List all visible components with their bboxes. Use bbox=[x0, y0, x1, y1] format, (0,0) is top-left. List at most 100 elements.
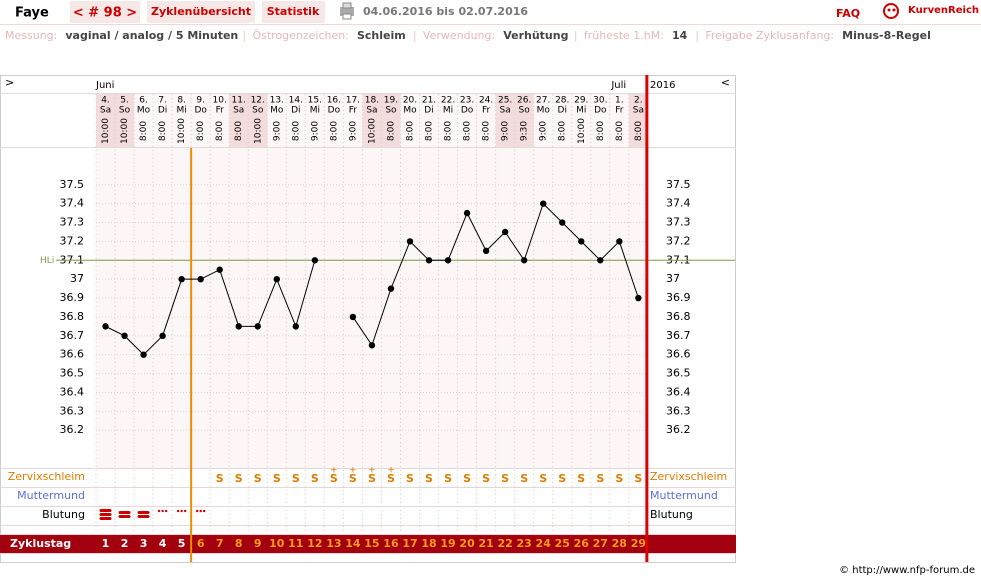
bleeding-icon bbox=[99, 517, 112, 520]
date-label: 2. bbox=[634, 96, 643, 106]
mucus-mark: S bbox=[577, 472, 585, 485]
date-label: 20. bbox=[403, 96, 417, 106]
temperature-point bbox=[368, 342, 376, 349]
cycle-day: 25 bbox=[555, 537, 570, 550]
y-tick-label: 36.5 bbox=[666, 367, 691, 380]
info-value: Minus-8-Regel bbox=[842, 29, 931, 42]
date-label: 29. bbox=[574, 96, 588, 106]
date-label: 26. bbox=[517, 96, 531, 106]
temperature-point bbox=[159, 332, 166, 340]
date-label: 17. bbox=[346, 96, 360, 106]
cycle-day: 9 bbox=[254, 537, 262, 550]
weekend-header bbox=[115, 94, 135, 147]
tab-label[interactable]: Zyklenübersicht bbox=[151, 5, 251, 18]
bleeding-dot bbox=[180, 509, 183, 513]
weekday-label: So bbox=[252, 106, 264, 116]
weekday-label: Mo bbox=[403, 106, 417, 116]
brand-icon bbox=[883, 3, 899, 19]
date-label: 6. bbox=[139, 96, 148, 106]
nav-right[interactable]: < bbox=[721, 76, 730, 89]
y-tick-label: 37 bbox=[70, 272, 84, 285]
weekday-label: Mo bbox=[270, 106, 284, 116]
time-label: 8:00 bbox=[596, 121, 606, 141]
mucus-mark: S bbox=[425, 472, 433, 485]
y-tick-label: 37 bbox=[666, 272, 680, 285]
tab-label[interactable]: Statistik bbox=[267, 5, 320, 18]
cycle-day: 2 bbox=[121, 537, 129, 550]
temperature-point bbox=[387, 285, 395, 292]
row-label: Blutung bbox=[650, 508, 693, 521]
weekday-label: Fr bbox=[349, 106, 358, 116]
time-label: 8:00 bbox=[463, 121, 473, 141]
weekday-label: Fr bbox=[482, 106, 491, 116]
time-label: 8:00 bbox=[196, 121, 206, 141]
mucus-mark: S bbox=[615, 472, 623, 485]
chart: > <Juni Juli 20164.Sa10:005.So10:006.Mo8:00… bbox=[0, 75, 736, 563]
brand[interactable]: KurvenReich bbox=[908, 5, 979, 16]
temperature-line bbox=[105, 260, 316, 356]
separator: | bbox=[242, 29, 246, 42]
time-label: 8:00 bbox=[158, 121, 168, 141]
bleeding-icon bbox=[99, 509, 112, 512]
time-label: 10:00 bbox=[101, 118, 111, 144]
bleeding-icon bbox=[99, 513, 112, 516]
temperature-point bbox=[597, 257, 604, 264]
mucus-mark: S bbox=[216, 472, 224, 485]
mucus-mark: S bbox=[235, 472, 243, 485]
mucus-mark: S bbox=[273, 472, 281, 485]
cycle-day: 21 bbox=[478, 537, 493, 550]
cycle-day: 27 bbox=[593, 537, 608, 550]
y-tick-label: 36.2 bbox=[60, 423, 85, 436]
weekday-label: Sa bbox=[633, 106, 644, 116]
weekday-label: Mi bbox=[576, 106, 586, 116]
temperature-point bbox=[559, 219, 566, 226]
temperature-point bbox=[216, 266, 223, 273]
hli-label: HLi bbox=[40, 256, 54, 266]
date-label: 21. bbox=[422, 96, 436, 106]
weekend-header bbox=[628, 94, 648, 147]
weekday-label: So bbox=[119, 106, 131, 116]
temperature-point bbox=[121, 332, 128, 340]
y-tick-label: 36.6 bbox=[666, 348, 691, 361]
mucus-mark: S bbox=[444, 472, 452, 485]
weekday-label: Mo bbox=[137, 106, 151, 116]
time-label: 10:00 bbox=[367, 118, 377, 144]
bleeding-dot bbox=[176, 509, 180, 513]
weekday-label: Mi bbox=[443, 106, 453, 116]
weekend-header bbox=[248, 94, 268, 147]
y-tick-label: 36.3 bbox=[60, 404, 85, 417]
time-label: 9:30 bbox=[520, 121, 530, 141]
row-label: Muttermund bbox=[17, 489, 85, 502]
temperature-point bbox=[349, 313, 357, 321]
temperature-point bbox=[578, 238, 585, 245]
bleeding-icon bbox=[118, 515, 131, 518]
cycle-day: 8 bbox=[235, 537, 243, 550]
cycle-nav[interactable]: < # 98 > bbox=[73, 6, 137, 21]
date-label: 28. bbox=[555, 96, 569, 106]
bleeding-dot bbox=[199, 509, 202, 513]
cycle-day: 17 bbox=[402, 537, 417, 550]
faq-link[interactable]: FAQ bbox=[836, 7, 860, 20]
tab[interactable] bbox=[262, 1, 325, 23]
tab[interactable] bbox=[147, 1, 255, 23]
nav-left[interactable]: > bbox=[5, 76, 14, 89]
y-tick-label: 36.8 bbox=[60, 310, 85, 323]
date-label: 22. bbox=[441, 96, 455, 106]
month-label: Juli bbox=[610, 80, 626, 91]
cycle-day: 24 bbox=[536, 537, 552, 550]
mucus-mark: S bbox=[596, 472, 604, 485]
cycle-day: 10 bbox=[269, 537, 285, 550]
print-icon[interactable] bbox=[340, 2, 354, 20]
cycle-nav-tab[interactable] bbox=[70, 1, 140, 23]
y-tick-label: 37.3 bbox=[60, 216, 85, 229]
temperature-point bbox=[444, 257, 452, 264]
y-tick-label: 36.4 bbox=[666, 385, 691, 398]
temperature-point bbox=[425, 257, 433, 264]
weekday-label: Mo bbox=[537, 106, 551, 116]
time-label: 8:00 bbox=[329, 121, 339, 141]
temperature-point bbox=[406, 238, 414, 245]
cycle-day: 16 bbox=[383, 537, 399, 550]
mucus-mark: S bbox=[254, 472, 262, 485]
temperature-point bbox=[463, 209, 471, 217]
time-label: 9:00 bbox=[272, 121, 282, 141]
